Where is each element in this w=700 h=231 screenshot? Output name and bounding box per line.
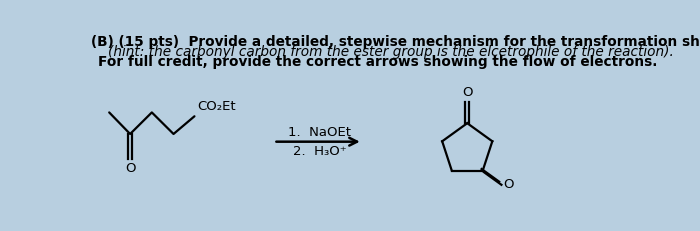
Text: For full credit, provide the correct arrows showing the flow of electrons.: For full credit, provide the correct arr… (97, 55, 657, 70)
Text: 1.  NaOEt: 1. NaOEt (288, 126, 351, 139)
Text: O: O (462, 85, 472, 99)
Text: CO₂Et: CO₂Et (197, 100, 236, 113)
Text: O: O (125, 162, 135, 175)
Text: O: O (503, 178, 514, 191)
Text: (hint: the carbonyl carbon from the ester group is the elcetrophile of the react: (hint: the carbonyl carbon from the este… (108, 46, 674, 59)
Text: 2.  H₃O⁺: 2. H₃O⁺ (293, 145, 346, 158)
Text: (B) (15 pts)  Provide a detailed, stepwise mechanism for the transformation show: (B) (15 pts) Provide a detailed, stepwis… (90, 35, 700, 49)
